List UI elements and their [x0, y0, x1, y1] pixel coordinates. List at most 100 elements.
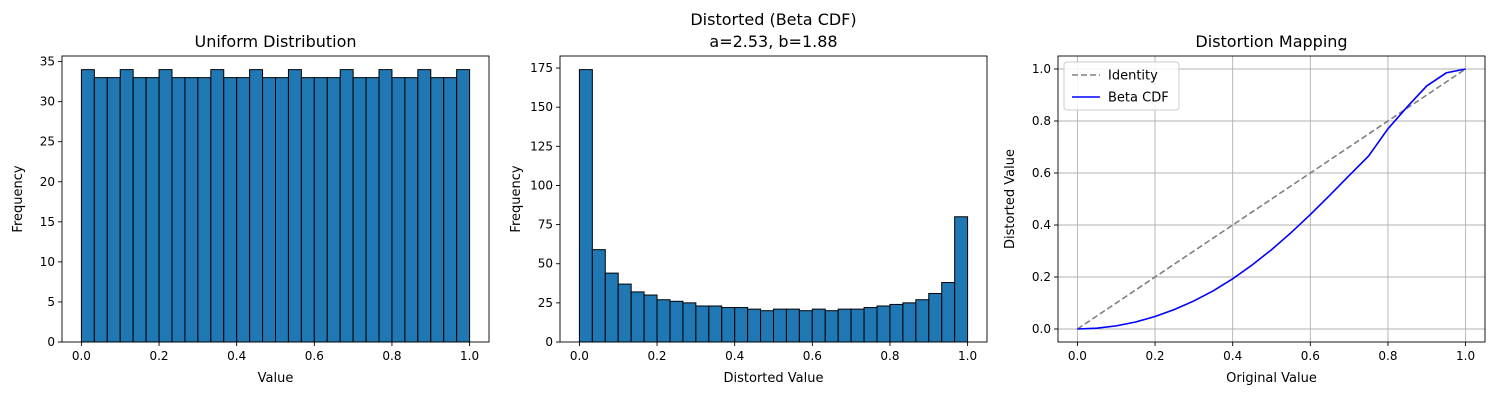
histogram-bar — [902, 302, 917, 343]
histogram-bar — [889, 303, 904, 343]
axes-frame — [1057, 55, 1486, 343]
x-tick-label: 0.0 — [1068, 349, 1087, 363]
histogram-bar — [837, 308, 852, 343]
histogram-bar — [326, 77, 341, 343]
y-tick-label: 75 — [538, 218, 553, 232]
histogram-bar — [811, 308, 826, 343]
x-tick-label: 0.6 — [305, 349, 324, 363]
histogram-bar — [197, 77, 212, 343]
x-axis-label: Original Value — [1226, 371, 1317, 386]
axes-frame — [61, 55, 490, 343]
x-tick-label: 0.2 — [149, 349, 168, 363]
histogram-bar — [941, 282, 956, 343]
axes-3: 0.0 0.2 0.4 0.6 0.8 1.0 0.0 0.2 0.4 0.6 0.8 1.0 Dist… — [1003, 32, 1486, 386]
histogram-bar — [604, 272, 619, 343]
axes-1: 0.0 0.2 0.4 0.6 0.8 1.0 0 5 10 15 20 25 30 35 Uniform … — [11, 32, 490, 386]
histogram-bar — [760, 310, 775, 343]
histogram-bar — [300, 77, 315, 343]
histogram-bar — [876, 305, 891, 343]
y-tick-label: 1.0 — [1032, 62, 1051, 76]
y-axis-label: Distorted Value — [1003, 149, 1018, 249]
axes-2: 0.0 0.2 0.4 0.6 0.8 1.0 0 25 50 75 100 125 150 175 Dis… — [509, 10, 988, 386]
histogram-bar — [352, 77, 367, 343]
histogram-bar — [430, 77, 445, 343]
histogram-bar — [417, 69, 432, 343]
x-tick-label: 0.8 — [880, 349, 899, 363]
histogram-bar — [734, 307, 749, 343]
y-tick-label: 0 — [545, 335, 553, 349]
histogram-bar — [391, 77, 406, 343]
histogram-bar — [93, 77, 108, 343]
histogram-bar — [773, 308, 787, 343]
histogram-bar — [954, 216, 969, 343]
y-tick-label: 10 — [40, 255, 55, 269]
histogram-bar — [339, 69, 354, 343]
x-tick-label: 0.2 — [647, 349, 666, 363]
legend-label: Identity — [1108, 69, 1158, 84]
y-tick-label: 0.0 — [1032, 322, 1051, 336]
y-tick-label: 15 — [40, 215, 55, 229]
x-tick-label: 0.4 — [725, 349, 744, 363]
x-tick-label: 0.2 — [1145, 349, 1164, 363]
histogram-bar — [236, 77, 251, 343]
y-tick-label: 100 — [530, 178, 553, 192]
x-tick-label: 0.4 — [1223, 349, 1242, 363]
chart-subtitle: a=2.53, b=1.88 — [709, 32, 837, 51]
y-tick-label: 175 — [530, 61, 553, 75]
histogram-bar — [747, 308, 762, 343]
y-tick-label: 150 — [530, 100, 553, 114]
series-line-2 — [1077, 68, 1466, 330]
histogram-bar — [850, 308, 865, 343]
legend-label: Beta CDF — [1108, 91, 1169, 106]
histogram-bar — [617, 283, 632, 343]
y-tick-label: 35 — [40, 55, 55, 69]
histogram-bar — [262, 77, 277, 343]
histogram-bar — [287, 69, 302, 343]
histogram-bar — [656, 299, 671, 343]
y-tick-label: 30 — [40, 95, 55, 109]
x-tick-label: 1.0 — [1456, 349, 1475, 363]
histogram-bar — [210, 69, 225, 343]
histogram-bar — [456, 69, 471, 343]
histogram-bar — [643, 294, 658, 343]
y-tick-label: 50 — [538, 257, 553, 271]
histogram-bar — [578, 69, 593, 343]
histogram-bar — [915, 299, 930, 343]
legend: Identity Beta CDF — [1063, 61, 1180, 111]
y-tick-label: 25 — [40, 135, 55, 149]
legend-box — [1063, 61, 1180, 111]
chart-title: Uniform Distribution — [194, 32, 356, 51]
x-tick-label: 0.6 — [1301, 349, 1320, 363]
x-tick-label: 0.4 — [227, 349, 246, 363]
y-tick-label: 0.6 — [1032, 166, 1051, 180]
y-axis-label: Frequency — [11, 165, 26, 232]
x-axis-label: Distorted Value — [724, 371, 824, 386]
histogram-bar — [249, 69, 264, 343]
histogram-bar — [721, 307, 736, 343]
histogram-bar — [682, 302, 697, 343]
histogram-bar — [928, 292, 943, 343]
x-tick-label: 0.8 — [1378, 349, 1397, 363]
histogram-bar — [106, 77, 121, 343]
histogram-bar — [591, 249, 606, 343]
histogram-bar — [145, 77, 160, 343]
series-line-1 — [1076, 68, 1467, 330]
x-tick-label: 0.0 — [72, 349, 91, 363]
chart-title: Distortion Mapping — [1195, 32, 1347, 51]
histogram-bar — [708, 305, 723, 343]
histogram-bar — [798, 310, 813, 343]
histogram-bar — [443, 77, 458, 343]
x-tick-label: 0.8 — [382, 349, 401, 363]
histogram-bar — [785, 308, 800, 343]
histogram-bar — [824, 310, 839, 343]
histogram-bar — [184, 77, 199, 343]
y-tick-label: 125 — [530, 139, 553, 153]
x-tick-label: 0.0 — [570, 349, 589, 363]
x-tick-label: 1.0 — [460, 349, 479, 363]
y-tick-label: 0.8 — [1032, 114, 1051, 128]
histogram-bar — [378, 69, 393, 343]
y-tick-label: 20 — [40, 175, 55, 189]
histogram-bar — [695, 305, 710, 343]
y-axis-label: Frequency — [509, 165, 524, 232]
